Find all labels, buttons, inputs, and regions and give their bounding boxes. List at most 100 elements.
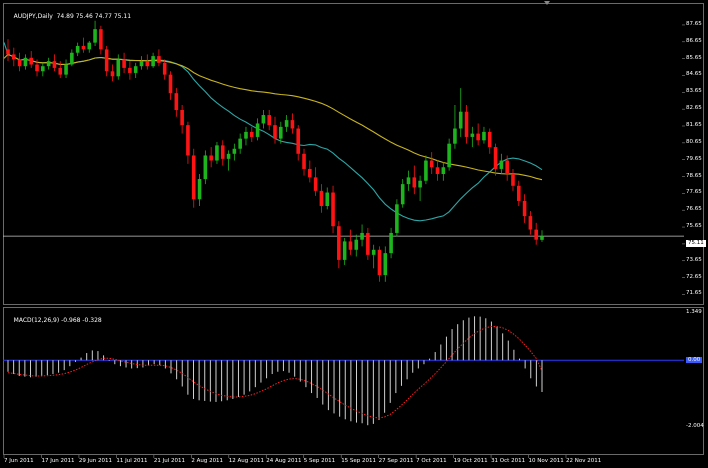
candle-body xyxy=(215,145,219,161)
candle-body xyxy=(87,42,92,50)
candle-body xyxy=(331,192,335,227)
candle-body xyxy=(342,241,347,260)
candle-body xyxy=(377,249,382,276)
candle-body xyxy=(302,153,306,169)
symbol-timeframe: AUDJPY,Daily 74.89 75.46 74.77 75.11 xyxy=(13,13,132,20)
candle-body xyxy=(226,153,231,159)
candle-body xyxy=(116,59,121,77)
candle-body xyxy=(186,125,190,156)
chart-shift-marker-icon[interactable] xyxy=(544,1,550,5)
candle-body xyxy=(522,200,527,217)
current-price-tag: 75.11 xyxy=(686,240,706,247)
candle-body xyxy=(41,66,45,72)
price-axis-label: 84.65 xyxy=(686,71,702,78)
candle-body xyxy=(499,160,504,169)
candle-body xyxy=(267,115,271,126)
price-axis-label: 79.65 xyxy=(686,155,702,162)
candle-body xyxy=(325,192,330,206)
candle-body xyxy=(348,241,353,250)
candle-body xyxy=(162,62,167,75)
candle-body xyxy=(279,126,283,139)
candle-body xyxy=(145,61,150,67)
candle-body xyxy=(296,128,301,154)
time-axis-label: 22 Nov 2011 xyxy=(566,458,602,464)
candle-body xyxy=(319,190,324,206)
candle-body xyxy=(284,120,289,127)
candle-body xyxy=(99,29,103,50)
candle-body xyxy=(12,54,16,60)
candle-body xyxy=(540,236,544,240)
candle-body xyxy=(464,111,469,137)
candle-body xyxy=(389,232,393,254)
candle-body xyxy=(46,61,51,67)
candle-body xyxy=(476,133,480,141)
candle-body xyxy=(209,155,213,161)
time-axis-label: 19 Oct 2011 xyxy=(453,458,488,464)
candle-body xyxy=(244,131,248,139)
candle-body xyxy=(174,93,179,110)
candle-body xyxy=(493,147,498,169)
price-axis-label: 85.65 xyxy=(686,54,702,61)
candle-body xyxy=(395,204,399,233)
candle-body xyxy=(458,111,463,129)
indicator-pane-border xyxy=(3,307,704,455)
candle-body xyxy=(139,61,144,67)
candle-body xyxy=(308,168,312,178)
candle-body xyxy=(23,57,28,67)
macd-max-label: 1.349 xyxy=(686,309,702,315)
candle-body xyxy=(511,174,515,186)
candle-body xyxy=(273,125,277,139)
price-axis-label: 78.65 xyxy=(686,172,702,179)
macd-signal-line xyxy=(7,326,543,419)
price-axis-label: 73.65 xyxy=(686,256,702,263)
candle-body xyxy=(366,232,370,255)
time-axis-label: 7 Jun 2011 xyxy=(4,458,34,464)
candle-body xyxy=(128,67,132,73)
time-axis-label: 21 Jul 2011 xyxy=(153,458,185,464)
macd-zero-label: 0.00 xyxy=(686,357,703,363)
candle-body xyxy=(447,143,451,168)
candle-body xyxy=(6,49,10,55)
candle-body xyxy=(35,64,39,72)
candle-body xyxy=(168,74,173,94)
candle-body xyxy=(406,177,411,185)
price-axis-label: 72.65 xyxy=(686,273,702,280)
candle-body xyxy=(290,120,295,129)
candle-body xyxy=(435,167,440,174)
time-axis-label: 24 Aug 2011 xyxy=(266,458,302,464)
candle-body xyxy=(383,253,388,276)
time-axis-label: 31 Oct 2011 xyxy=(491,458,526,464)
candle-body xyxy=(255,123,260,137)
candle-body xyxy=(337,226,341,260)
price-axis-label: 83.65 xyxy=(686,88,702,95)
candle-body xyxy=(133,66,138,73)
candle-body xyxy=(157,56,161,63)
time-axis-label: 29 Jun 2011 xyxy=(78,458,113,464)
candle-body xyxy=(58,67,63,75)
candle-body xyxy=(371,249,376,255)
candle-body xyxy=(528,216,533,230)
candle-body xyxy=(400,184,405,205)
candle-body xyxy=(360,232,364,240)
time-axis-label: 5 Sep 2011 xyxy=(303,458,336,464)
time-axis-label: 2 Aug 2011 xyxy=(191,458,224,464)
time-axis-label: 27 Sep 2011 xyxy=(378,458,414,464)
candle-body xyxy=(261,115,266,124)
candle-body xyxy=(70,52,74,65)
candle-body xyxy=(104,49,109,72)
price-axis-label: 87.65 xyxy=(686,20,702,27)
candle-body xyxy=(17,59,22,67)
candle-body xyxy=(313,177,318,191)
price-axis-label: 71.65 xyxy=(686,290,702,297)
candle-body xyxy=(180,110,184,126)
candle-body xyxy=(418,180,422,188)
price-axis-label: 82.65 xyxy=(686,105,702,112)
candle-body xyxy=(122,59,126,68)
candle-body xyxy=(534,229,538,240)
candle-body xyxy=(191,155,196,200)
candle-body xyxy=(220,145,225,159)
candle-body xyxy=(29,57,34,65)
candle-body xyxy=(110,71,115,77)
